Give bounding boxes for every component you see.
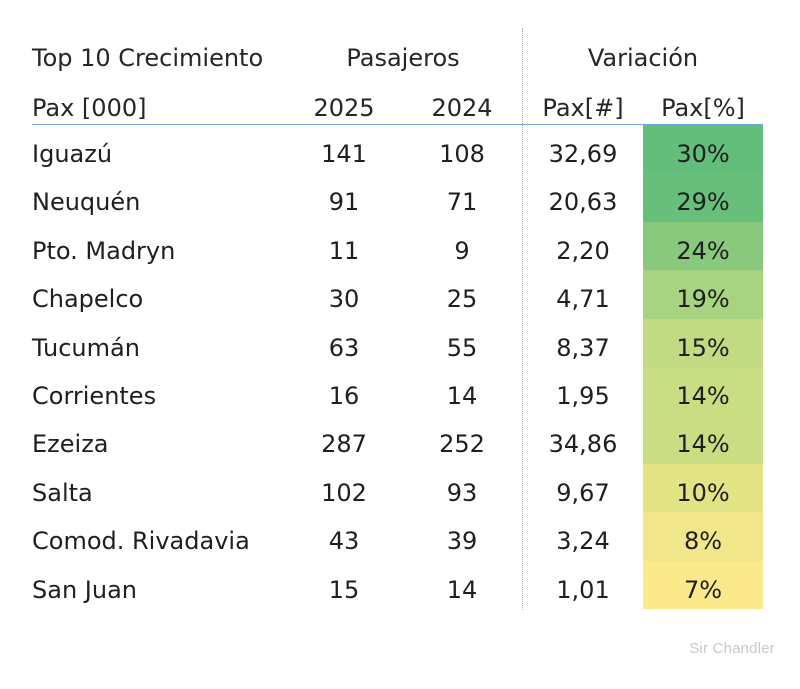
cell-variation-pct: 14% <box>676 430 730 459</box>
cell-airport: Ezeiza <box>32 430 109 459</box>
cell-variation-abs: 1,95 <box>556 382 610 410</box>
heatmap-cell <box>643 367 763 416</box>
cell-airport: Neuquén <box>32 188 141 217</box>
cell-variation-abs: 20,63 <box>548 188 618 217</box>
heatmap-cell <box>643 415 763 464</box>
column-divider <box>522 28 523 610</box>
cell-airport: Chapelco <box>32 285 144 314</box>
cell-pax-2025: 91 <box>328 188 360 217</box>
cell-variation-pct: 10% <box>676 478 730 507</box>
cell-pax-2025: 141 <box>321 140 367 168</box>
cell-variation-abs: 9,67 <box>556 478 610 507</box>
cell-pax-2024: 252 <box>439 430 485 459</box>
cell-pax-2025: 102 <box>321 478 367 507</box>
column-header-pax-abs: Pax[#] <box>542 94 624 122</box>
column-header-pax-pct: Pax[%] <box>661 94 745 122</box>
cell-airport: Pto. Madryn <box>32 236 176 265</box>
cell-variation-pct: 15% <box>676 333 730 362</box>
cell-airport: Corrientes <box>32 382 157 410</box>
cell-variation-pct: 7% <box>683 575 723 604</box>
heatmap-cell <box>643 512 763 561</box>
cell-pax-2024: 39 <box>446 527 478 556</box>
cell-variation-abs: 34,86 <box>548 430 618 459</box>
cell-variation-pct: 30% <box>676 140 730 168</box>
cell-airport: Comod. Rivadavia <box>32 527 250 556</box>
cell-airport: Salta <box>32 478 93 507</box>
cell-airport: Iguazú <box>32 140 113 168</box>
cell-pax-2024: 93 <box>446 478 478 507</box>
table-title: Top 10 Crecimiento <box>32 44 264 72</box>
cell-pax-2025: 11 <box>328 236 360 265</box>
column-header-2024: 2024 <box>431 94 493 122</box>
column-header-2025: 2025 <box>313 94 375 122</box>
cell-variation-abs: 32,69 <box>548 140 618 168</box>
heatmap-cell <box>643 221 763 271</box>
cell-variation-pct: 24% <box>676 236 730 265</box>
heatmap-cell <box>643 463 763 513</box>
cell-variation-pct: 29% <box>676 188 730 217</box>
cell-pax-2025: 15 <box>328 575 360 604</box>
cell-pax-2025: 43 <box>328 527 360 556</box>
heatmap-cell <box>643 560 763 609</box>
cell-variation-pct: 19% <box>676 285 730 314</box>
cell-variation-pct: 8% <box>683 527 723 556</box>
cell-variation-abs: 3,24 <box>556 527 610 556</box>
heatmap-cell <box>643 318 763 367</box>
cell-pax-2024: 25 <box>446 285 478 314</box>
cell-pax-2024: 71 <box>446 188 478 217</box>
cell-variation-abs: 4,71 <box>556 285 610 314</box>
cell-pax-2024: 14 <box>446 382 478 410</box>
cell-variation-pct: 14% <box>676 382 730 410</box>
cell-pax-2024: 14 <box>446 575 478 604</box>
cell-airport: San Juan <box>32 575 137 604</box>
cell-pax-2024: 9 <box>454 236 470 265</box>
cell-pax-2025: 287 <box>321 430 367 459</box>
heatmap-cell <box>643 125 763 174</box>
unit-label: Pax [000] <box>32 94 147 122</box>
header-underline <box>32 124 763 125</box>
cell-airport: Tucumán <box>32 333 140 362</box>
cell-pax-2024: 108 <box>439 140 485 168</box>
cell-pax-2024: 55 <box>446 333 478 362</box>
cell-variation-abs: 1,01 <box>556 575 610 604</box>
group-header-pasajeros: Pasajeros <box>346 44 460 72</box>
heatmap-cell <box>643 173 763 222</box>
cell-variation-abs: 2,20 <box>556 236 610 265</box>
cell-variation-abs: 8,37 <box>556 333 610 362</box>
cell-pax-2025: 16 <box>328 382 360 410</box>
group-header-variacion: Variación <box>587 44 699 72</box>
cell-pax-2025: 63 <box>328 333 360 362</box>
cell-pax-2025: 30 <box>328 285 360 314</box>
heatmap-cell <box>643 270 763 319</box>
watermark: Sir Chandler <box>689 640 775 657</box>
